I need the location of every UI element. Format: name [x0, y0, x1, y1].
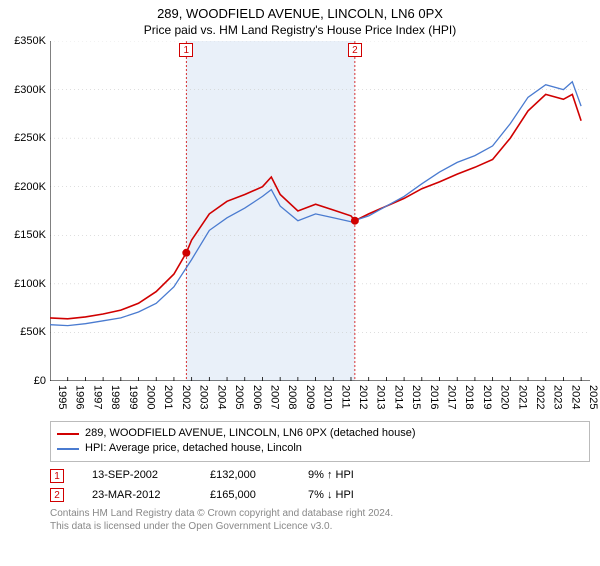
legend-swatch	[57, 433, 79, 435]
x-tick-label: 2008	[286, 385, 298, 409]
x-tick-label: 2004	[215, 385, 227, 409]
x-tick-label: 1997	[91, 385, 103, 409]
x-tick-label: 1998	[109, 385, 121, 409]
chart-container: 289, WOODFIELD AVENUE, LINCOLN, LN6 0PX …	[0, 6, 600, 566]
x-tick-label: 2001	[162, 385, 174, 409]
transaction-date: 13-SEP-2002	[92, 466, 182, 486]
x-tick-label: 2017	[446, 385, 458, 409]
legend-label: 289, WOODFIELD AVENUE, LINCOLN, LN6 0PX …	[85, 426, 416, 441]
x-tick-label: 2020	[499, 385, 511, 409]
x-tick-label: 2012	[357, 385, 369, 409]
x-tick-label: 2018	[463, 385, 475, 409]
x-tick-label: 1995	[56, 385, 68, 409]
x-tick-label: 2022	[534, 385, 546, 409]
chart-plot-area: £0£50K£100K£150K£200K£250K£300K£350K12	[50, 41, 590, 381]
transactions-table: 1 13-SEP-2002 £132,000 9% ↑ HPI 2 23-MAR-2012…	[50, 466, 590, 506]
transaction-price: £132,000	[210, 466, 280, 486]
sale-flag-1: 1	[179, 43, 193, 57]
y-tick-label: £150K	[14, 229, 50, 241]
y-tick-label: £250K	[14, 132, 50, 144]
legend-label: HPI: Average price, detached house, Linc…	[85, 441, 302, 456]
transaction-delta: 9% ↑ HPI	[308, 466, 354, 486]
transaction-delta: 7% ↓ HPI	[308, 486, 354, 506]
legend: 289, WOODFIELD AVENUE, LINCOLN, LN6 0PX …	[50, 421, 590, 462]
transaction-row: 2 23-MAR-2012 £165,000 7% ↓ HPI	[50, 486, 590, 506]
x-tick-label: 2002	[180, 385, 192, 409]
x-tick-label: 2003	[198, 385, 210, 409]
x-tick-label: 1996	[74, 385, 86, 409]
x-tick-label: 2011	[339, 385, 351, 409]
transaction-marker-1: 1	[50, 469, 64, 483]
x-tick-label: 2000	[145, 385, 157, 409]
x-tick-label: 2014	[392, 385, 404, 409]
y-tick-label: £0	[34, 375, 50, 387]
x-tick-label: 2019	[481, 385, 493, 409]
x-tick-label: 1999	[127, 385, 139, 409]
x-tick-label: 2015	[410, 385, 422, 409]
transaction-price: £165,000	[210, 486, 280, 506]
legend-item: 289, WOODFIELD AVENUE, LINCOLN, LN6 0PX …	[57, 426, 583, 441]
x-tick-label: 2010	[322, 385, 334, 409]
x-tick-label: 2025	[587, 385, 599, 409]
legend-swatch	[57, 448, 79, 450]
attribution-line2: This data is licensed under the Open Gov…	[50, 520, 590, 533]
x-tick-label: 2013	[375, 385, 387, 409]
x-axis-ticks: 1995 1996 1997 1998 1999 2000 2001 2002 2003 2004…	[50, 381, 590, 415]
chart-svg	[50, 41, 590, 381]
transaction-date: 23-MAR-2012	[92, 486, 182, 506]
transaction-row: 1 13-SEP-2002 £132,000 9% ↑ HPI	[50, 466, 590, 486]
chart-title: 289, WOODFIELD AVENUE, LINCOLN, LN6 0PX	[0, 6, 600, 21]
y-tick-label: £100K	[14, 278, 50, 290]
sale-flag-2: 2	[348, 43, 362, 57]
x-tick-label: 2023	[552, 385, 564, 409]
attribution: Contains HM Land Registry data © Crown c…	[50, 507, 590, 533]
x-tick-label: 2021	[516, 385, 528, 409]
transaction-marker-2: 2	[50, 488, 64, 502]
x-tick-label: 2007	[268, 385, 280, 409]
y-tick-label: £350K	[14, 35, 50, 47]
x-tick-label: 2005	[233, 385, 245, 409]
attribution-line1: Contains HM Land Registry data © Crown c…	[50, 507, 590, 520]
legend-item: HPI: Average price, detached house, Linc…	[57, 441, 583, 456]
x-tick-label: 2009	[304, 385, 316, 409]
x-tick-label: 2016	[428, 385, 440, 409]
y-tick-label: £50K	[20, 326, 50, 338]
x-tick-label: 2006	[251, 385, 263, 409]
y-tick-label: £300K	[14, 84, 50, 96]
chart-subtitle: Price paid vs. HM Land Registry's House …	[0, 23, 600, 37]
x-tick-label: 2024	[569, 385, 581, 409]
y-tick-label: £200K	[14, 181, 50, 193]
